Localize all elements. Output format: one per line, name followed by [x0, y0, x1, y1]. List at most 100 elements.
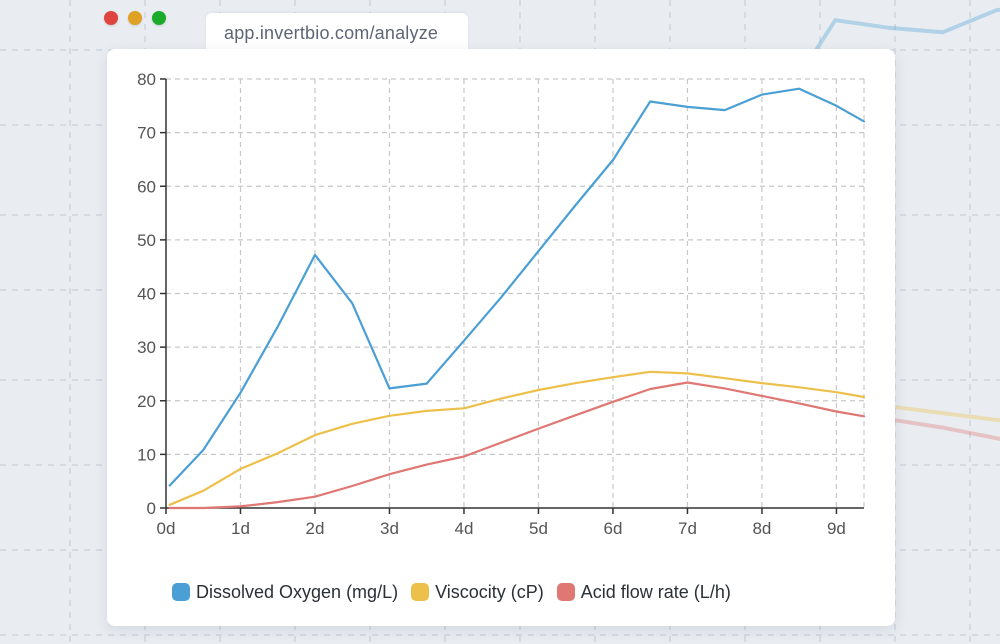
minimize-window-button[interactable] — [128, 11, 142, 25]
data-point-dissolved_oxygen-10[interactable] — [535, 247, 543, 255]
data-point-dissolved_oxygen-3[interactable] — [274, 323, 282, 331]
data-point-acid_flow-11[interactable] — [572, 411, 580, 419]
data-point-acid_flow-0[interactable] — [166, 504, 174, 512]
data-point-dissolved_oxygen-11[interactable] — [572, 201, 580, 209]
legend-item-acid-flow[interactable]: Acid flow rate (L/h) — [556, 581, 731, 603]
y-tick-label-6: 60 — [137, 177, 156, 196]
data-point-viscosity-5[interactable] — [348, 420, 356, 428]
chart-series — [166, 85, 868, 512]
data-point-viscosity-10[interactable] — [535, 386, 543, 394]
y-tick-label-1: 10 — [137, 445, 156, 464]
data-point-dissolved_oxygen-4[interactable] — [311, 251, 319, 259]
y-tick-label-0: 0 — [147, 499, 156, 518]
data-point-dissolved_oxygen-7[interactable] — [423, 380, 431, 388]
x-tick-label-4: 4d — [455, 519, 474, 538]
data-point-acid_flow-13[interactable] — [646, 385, 654, 393]
data-point-viscosity-16[interactable] — [758, 379, 766, 387]
series-line-viscosity[interactable] — [168, 370, 866, 506]
data-point-acid_flow-8[interactable] — [460, 453, 468, 461]
data-point-viscosity-13[interactable] — [646, 368, 654, 376]
data-point-dissolved_oxygen-14[interactable] — [684, 103, 692, 111]
data-point-dissolved_oxygen-9[interactable] — [497, 293, 505, 301]
chart-legend: Dissolved Oxygen (mg/L) Viscocity (cP) A… — [172, 582, 744, 602]
data-point-acid_flow-16[interactable] — [758, 392, 766, 400]
data-point-viscosity-11[interactable] — [572, 379, 580, 387]
legend-item-dissolved-oxygen[interactable]: Dissolved Oxygen (mg/L) — [172, 582, 398, 603]
data-point-acid_flow-7[interactable] — [423, 461, 431, 469]
y-tick-label-5: 50 — [137, 231, 156, 250]
data-point-acid_flow-1[interactable] — [199, 504, 207, 512]
legend-item-viscosity[interactable]: Viscocity (cP) — [411, 582, 544, 603]
legend-label-viscosity: Viscocity (cP) — [435, 581, 544, 602]
close-window-button[interactable] — [104, 11, 118, 25]
data-point-viscosity-17[interactable] — [795, 383, 803, 391]
window-controls — [104, 11, 166, 25]
legend-swatch-dissolved-oxygen — [172, 583, 190, 601]
data-point-acid_flow-19[interactable] — [860, 412, 868, 420]
data-point-viscosity-1[interactable] — [199, 487, 207, 495]
data-point-dissolved_oxygen-0[interactable] — [166, 482, 174, 490]
data-point-acid_flow-2[interactable] — [237, 502, 245, 510]
y-tick-label-3: 30 — [137, 338, 156, 357]
data-point-viscosity-15[interactable] — [721, 374, 729, 382]
data-point-dissolved_oxygen-2[interactable] — [237, 389, 245, 397]
data-point-viscosity-2[interactable] — [237, 465, 245, 473]
data-point-acid_flow-10[interactable] — [535, 425, 543, 433]
data-point-viscosity-8[interactable] — [460, 404, 468, 412]
x-tick-label-5: 5d — [529, 519, 548, 538]
line-chart: 0 10 20 30 40 50 60 70 80 0d 1d 2d 3d 4d 5d 6d 7d 8d 9d — [137, 70, 868, 538]
y-tick-label-8: 80 — [137, 70, 156, 89]
legend-swatch-viscosity — [411, 583, 430, 601]
x-tick-label-8: 8d — [752, 519, 771, 538]
x-tick-label-0: 0d — [157, 519, 176, 538]
data-point-dissolved_oxygen-13[interactable] — [646, 98, 654, 106]
zoom-window-button[interactable] — [152, 11, 166, 25]
data-point-dissolved_oxygen-6[interactable] — [386, 384, 394, 392]
data-point-viscosity-7[interactable] — [423, 407, 431, 415]
x-tick-label-2: 2d — [306, 519, 325, 538]
x-tick-label-1: 1d — [231, 519, 250, 538]
data-point-acid_flow-6[interactable] — [386, 470, 394, 478]
x-tick-label-7: 7d — [678, 519, 697, 538]
data-point-viscosity-12[interactable] — [609, 373, 617, 381]
data-point-viscosity-4[interactable] — [311, 431, 319, 439]
data-point-dissolved_oxygen-8[interactable] — [460, 337, 468, 345]
data-point-viscosity-14[interactable] — [684, 369, 692, 377]
legend-label-acid-flow: Acid flow rate (L/h) — [580, 581, 731, 602]
data-point-dissolved_oxygen-19[interactable] — [860, 117, 868, 125]
y-tick-label-4: 40 — [137, 285, 156, 304]
legend-swatch-acid-flow — [556, 583, 575, 601]
data-point-viscosity-9[interactable] — [497, 395, 505, 403]
chart-grid — [166, 78, 865, 508]
x-tick-label-6: 6d — [603, 519, 622, 538]
data-point-acid_flow-17[interactable] — [795, 399, 803, 407]
data-point-acid_flow-12[interactable] — [609, 398, 617, 406]
data-point-dissolved_oxygen-16[interactable] — [758, 91, 766, 99]
y-tick-label-7: 70 — [137, 124, 156, 143]
url-text: app.invertbio.com/analyze — [224, 23, 439, 43]
x-tick-label-3: 3d — [380, 519, 399, 538]
data-point-dissolved_oxygen-12[interactable] — [609, 156, 617, 164]
data-point-dissolved_oxygen-5[interactable] — [348, 299, 356, 307]
data-point-acid_flow-14[interactable] — [684, 379, 692, 387]
series-line-dissolved_oxygen[interactable] — [168, 87, 866, 487]
legend-label-dissolved-oxygen: Dissolved Oxygen (mg/L) — [196, 581, 399, 602]
data-point-acid_flow-5[interactable] — [348, 482, 356, 490]
data-point-viscosity-3[interactable] — [274, 449, 282, 457]
data-point-acid_flow-4[interactable] — [311, 493, 319, 501]
data-point-dissolved_oxygen-15[interactable] — [721, 106, 729, 114]
data-point-dissolved_oxygen-17[interactable] — [795, 85, 803, 93]
data-point-dissolved_oxygen-18[interactable] — [832, 102, 840, 110]
x-tick-label-9: 9d — [827, 519, 846, 538]
y-tick-label-2: 20 — [137, 392, 156, 411]
data-point-viscosity-6[interactable] — [386, 412, 394, 420]
data-point-viscosity-18[interactable] — [832, 388, 840, 396]
data-point-viscosity-19[interactable] — [860, 393, 868, 401]
data-point-acid_flow-18[interactable] — [832, 408, 840, 416]
data-point-acid_flow-9[interactable] — [497, 439, 505, 447]
data-point-acid_flow-3[interactable] — [274, 498, 282, 506]
data-point-dissolved_oxygen-1[interactable] — [199, 446, 207, 454]
data-point-acid_flow-15[interactable] — [721, 384, 729, 392]
series-line-acid_flow[interactable] — [168, 381, 866, 510]
chart-card: 0 10 20 30 40 50 60 70 80 0d 1d 2d 3d 4d 5d 6d 7d 8d 9d Di… — [107, 49, 895, 626]
